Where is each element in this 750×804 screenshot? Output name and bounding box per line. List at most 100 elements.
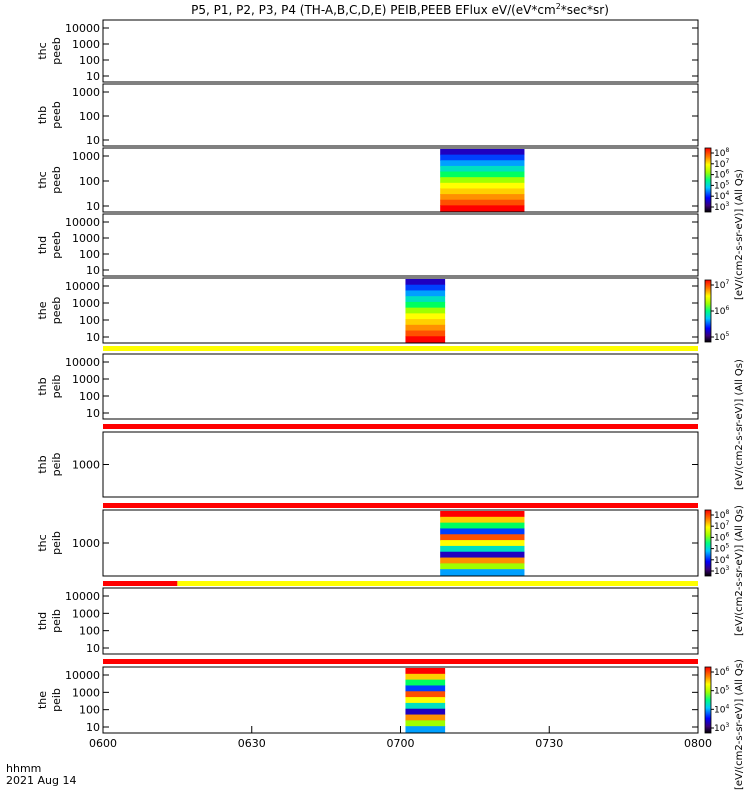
the-peib-ytick-label-0: 10000 bbox=[65, 669, 100, 682]
thb-peeb-ytick-label-0: 1000 bbox=[72, 86, 100, 99]
the-peeb-ytick-label-1: 1000 bbox=[72, 297, 100, 310]
the-peeb-ylabel: the peeb bbox=[36, 297, 63, 325]
colorbar-the-peeb-tick-label-1: 106 bbox=[714, 305, 729, 317]
thd-peeb-ytick-label-1: 1000 bbox=[72, 232, 100, 245]
the-peib-band-5 bbox=[405, 697, 446, 704]
colorbar-thc-peib-tick-label-4: 104 bbox=[714, 554, 729, 566]
thc-peib-band-0 bbox=[440, 511, 525, 518]
thd-peeb-frame bbox=[102, 213, 699, 277]
thd-peeb-probe-label: thd bbox=[36, 236, 49, 254]
colorbar-thc-peeb-2-scale bbox=[704, 147, 712, 213]
the-peib-band-10 bbox=[405, 726, 446, 733]
thc-peib-probe-label: thc bbox=[36, 534, 49, 551]
the-peeb-probe-label: the bbox=[36, 301, 49, 319]
colorbar-the-peeb-tick-label-0: 107 bbox=[714, 279, 729, 291]
thc-peeb-2-band-6 bbox=[440, 182, 525, 190]
thd-peib-probe-label: thd bbox=[36, 612, 49, 630]
the-peeb-band-10 bbox=[405, 336, 446, 343]
colorbar-label-peib: [eV/(cm2-s-sr-eV)] (All Qs) bbox=[734, 659, 745, 790]
time-format-label: hhmm bbox=[6, 762, 41, 775]
thc-peeb-2-band-3 bbox=[440, 165, 525, 173]
thb-peeb-instrument-label: peeb bbox=[50, 101, 63, 129]
thc-peeb-2-band-0 bbox=[440, 149, 525, 156]
flag-3-segment-0 bbox=[103, 503, 698, 508]
colorbar-thc-peib-scale bbox=[704, 509, 712, 577]
colorbar-label-peeb-overlap-text: [eV/(cm2-s-sr-eV)] (All Qs) bbox=[734, 169, 745, 300]
thb-peib-probe-label: thb bbox=[36, 455, 49, 473]
thc-peeb-ytick-label-3: 10 bbox=[86, 70, 100, 83]
colorbar-thc-peeb-2-tick-label-0: 108 bbox=[714, 147, 729, 159]
thd-peeb-ytick-label-3: 10 bbox=[86, 264, 100, 277]
thb-peeb-ytick-label-2: 10 bbox=[86, 134, 100, 147]
colorbar-thc-peeb-2-tick-label-4: 104 bbox=[714, 190, 729, 202]
the-peib-band-9 bbox=[405, 720, 446, 727]
thc-peib-instrument-label: peib bbox=[50, 531, 63, 555]
thc-peib-band-1 bbox=[440, 516, 525, 524]
panel-the-peeb: 10000 1000 100 10 the peeb bbox=[36, 277, 699, 344]
colorbar-the-peeb-scale bbox=[704, 279, 712, 343]
the-peib-band-0 bbox=[405, 668, 446, 675]
thd-peeb-instrument-label: peeb bbox=[50, 231, 63, 259]
thc-peib-ylabel: thc peib bbox=[36, 531, 63, 555]
thc-peeb-instrument-label: peeb bbox=[50, 37, 63, 65]
thb-peib-top-instrument-label: peib bbox=[50, 375, 63, 399]
the-peeb-band-9 bbox=[405, 330, 446, 337]
the-peib-frame bbox=[102, 666, 699, 734]
the-peib-band-2 bbox=[405, 679, 446, 687]
colorbar-thc-peeb-2-tick-label-2: 106 bbox=[714, 169, 729, 181]
thc-peib-band-6 bbox=[440, 545, 525, 553]
thd-peeb-ylabel: thd peeb bbox=[36, 231, 63, 259]
x-tick-label-4: 0800 bbox=[684, 737, 712, 750]
panel-the-peib: 10000 1000 100 10 the peib bbox=[36, 666, 699, 734]
colorbar-the-peib-tick-label-0: 106 bbox=[714, 666, 729, 678]
date-label: 2021 Aug 14 bbox=[6, 774, 76, 787]
the-peib-ylabel: the peib bbox=[36, 688, 63, 712]
thc-peib-band-4 bbox=[440, 534, 525, 541]
thc-peib-band-2 bbox=[440, 522, 525, 530]
colorbar-label-peib-text: [eV/(cm2-s-sr-eV)] (All Qs) bbox=[734, 659, 745, 790]
thc-peeb-ytick-label-2: 100 bbox=[79, 54, 100, 67]
thc-peeb-2-band-7 bbox=[440, 188, 525, 195]
the-peeb-instrument-label: peeb bbox=[50, 297, 63, 325]
the-peeb-band-5 bbox=[405, 307, 446, 314]
thd-peeb-ytick-label-2: 100 bbox=[79, 248, 100, 261]
thc-peib-band-5 bbox=[440, 540, 525, 547]
thc-peib-band-3 bbox=[440, 528, 525, 535]
x-tick-label-0: 0600 bbox=[89, 737, 117, 750]
thb-peib-top-ytick-label-1: 1000 bbox=[72, 373, 100, 386]
the-peib-ytick-label-3: 10 bbox=[86, 721, 100, 734]
thd-peib-instrument-label: peib bbox=[50, 609, 63, 633]
the-peib-ytick-label-1: 1000 bbox=[72, 686, 100, 699]
the-peeb-band-0 bbox=[405, 279, 446, 286]
thc-peeb-2-band-5 bbox=[440, 177, 525, 184]
thb-peib-top-frame bbox=[102, 353, 699, 420]
panel-thc-peeb-2: 1000 100 10 thc peeb bbox=[36, 147, 699, 213]
x-axis: 0600 0630 0700 0730 0800 bbox=[89, 726, 712, 750]
title-prefix: P5, P1, P2, P3, P4 (TH-A,B,C,D,E) PEIB,P… bbox=[191, 3, 556, 17]
the-peeb-band-6 bbox=[405, 313, 446, 320]
thb-peeb-ytick-label-1: 100 bbox=[79, 110, 100, 123]
x-tick-label-1: 0630 bbox=[238, 737, 266, 750]
thb-peib-frame bbox=[102, 431, 699, 498]
thc-peeb-2-probe-label: thc bbox=[36, 171, 49, 188]
thc-peib-band-7 bbox=[440, 551, 525, 559]
thb-peeb-probe-label: thb bbox=[36, 106, 49, 124]
thc-peeb-2-ytick-label-2: 10 bbox=[86, 200, 100, 213]
colorbar-the-peeb-tick-label-2: 105 bbox=[714, 331, 729, 343]
thb-peib-instrument-label: peib bbox=[50, 453, 63, 477]
thb-peib-ytick-label-0: 1000 bbox=[72, 459, 100, 472]
thc-peib-band-10 bbox=[440, 569, 525, 576]
colorbar-thc-peib-tick-label-2: 106 bbox=[714, 531, 729, 543]
colorbar-thc-peib-tick-label-0: 108 bbox=[714, 509, 729, 521]
thc-peeb-2-ylabel: thc peeb bbox=[36, 166, 63, 194]
colorbar-the-peib-tick-label-1: 105 bbox=[714, 685, 729, 697]
thd-peib-frame bbox=[102, 587, 699, 655]
thb-peib-top-ytick-label-0: 10000 bbox=[65, 356, 100, 369]
colorbar-the-peib-tick-label-3: 103 bbox=[714, 722, 729, 734]
thc-peeb-ytick-label-1: 1000 bbox=[72, 38, 100, 51]
flag-5-segment-0 bbox=[103, 659, 698, 664]
